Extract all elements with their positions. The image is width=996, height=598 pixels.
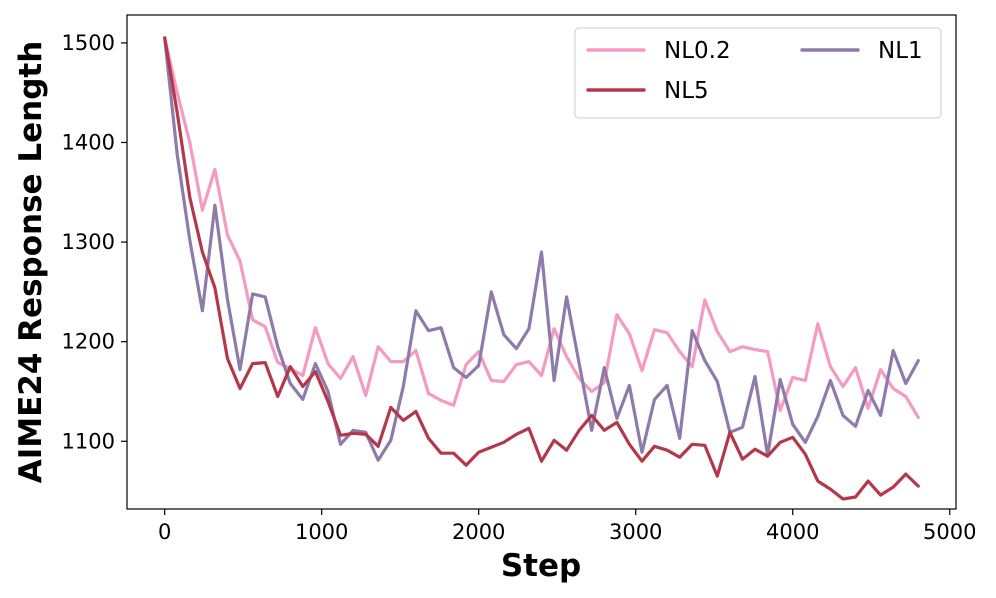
y-tick-label: 1100 — [62, 429, 115, 453]
legend-label-nl5: NL5 — [664, 78, 709, 104]
legend: NL0.2 NL1 NL5 — [574, 27, 942, 119]
y-tick-label: 1500 — [62, 31, 115, 55]
series-line-nl5 — [163, 36, 920, 501]
x-tick-label: 2000 — [452, 520, 505, 544]
legend-label-nl1: NL1 — [878, 38, 923, 64]
x-tick-label: 1000 — [295, 520, 348, 544]
y-tick-label: 1300 — [62, 230, 115, 254]
x-tick-label: 4000 — [766, 520, 819, 544]
x-tick-label: 3000 — [609, 520, 662, 544]
x-tick-label: 5000 — [923, 520, 976, 544]
series-lines — [163, 36, 920, 501]
x-axis: 0 1000 2000 3000 4000 5000 — [158, 509, 976, 544]
y-axis: 1100 1200 1300 1400 1500 — [62, 31, 127, 453]
y-tick-label: 1200 — [62, 330, 115, 354]
x-axis-title: Step — [501, 548, 581, 584]
y-axis-title: AIME24 Response Length — [13, 41, 49, 484]
legend-label-nl0-2: NL0.2 — [664, 38, 731, 64]
series-line-nl1 — [163, 36, 920, 462]
x-tick-label: 0 — [158, 520, 171, 544]
y-tick-label: 1400 — [62, 130, 115, 154]
plot-area-frame — [126, 14, 957, 510]
